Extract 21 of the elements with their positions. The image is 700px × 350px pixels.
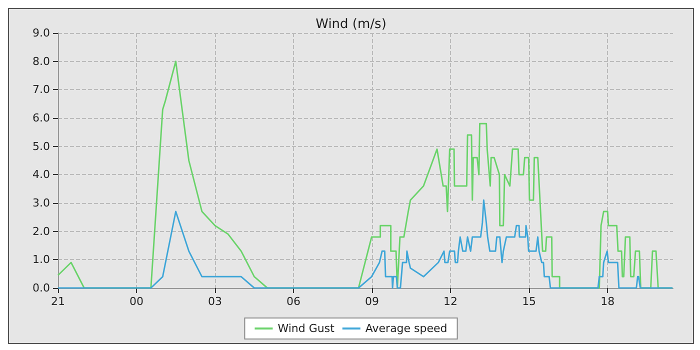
x-tick-label: 03 — [208, 295, 222, 308]
x-tick-label: 00 — [130, 295, 144, 308]
x-tick-label: 09 — [365, 295, 380, 308]
y-tick-label: 5.0 — [32, 140, 50, 153]
x-tick-label: 12 — [444, 295, 458, 308]
y-tick-label: 2.0 — [32, 224, 50, 238]
y-tick-label: 0.0 — [32, 282, 50, 294]
legend-label: Wind Gust — [278, 322, 336, 335]
y-tick-label: 8.0 — [32, 54, 50, 68]
y-tick-label: 1.0 — [32, 253, 50, 266]
y-tick-label: 4.0 — [32, 168, 50, 182]
y-tick-label: 3.0 — [32, 196, 50, 210]
x-tick-label: 06 — [286, 295, 301, 308]
legend-label: Average speed — [365, 322, 448, 335]
y-tick-label: 9.0 — [32, 26, 50, 40]
x-tick-label: 15 — [522, 295, 536, 308]
chart-title: Wind (m/s) — [316, 17, 386, 32]
x-tick-label: 21 — [51, 295, 65, 308]
y-tick-label: 6.0 — [32, 112, 50, 124]
y-tick-label: 7.0 — [32, 83, 50, 96]
x-tick-label: 18 — [600, 295, 615, 308]
